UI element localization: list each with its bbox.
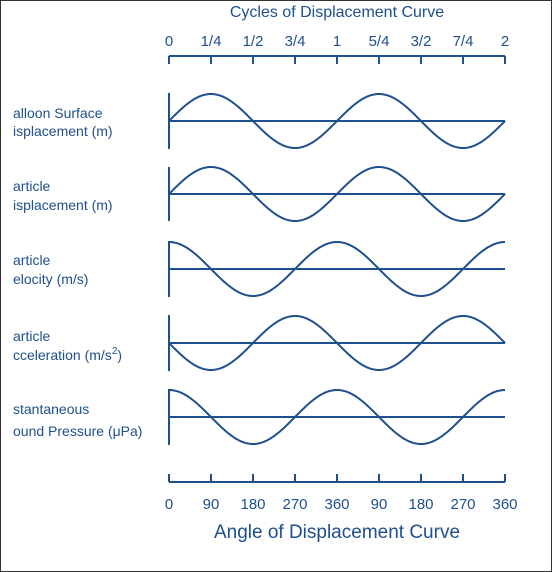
curve-row-instantaneous-sound-pressure: stantaneous ound Pressure (μPa)	[13, 388, 506, 446]
top-tick-label: 1	[333, 33, 341, 50]
bottom-tick-label: 90	[371, 496, 388, 513]
particle-displacement-wave	[168, 165, 506, 223]
top-axis-title: Cycles of Displacement Curve	[230, 4, 444, 21]
row-label-line2: ound Pressure (μPa)	[13, 423, 142, 439]
row-label-line2: isplacement (m)	[13, 123, 113, 139]
row-label-line1: article	[13, 178, 51, 194]
row-label-line2: cceleration (m/s2)	[13, 346, 122, 363]
top-axis-ticks	[168, 56, 506, 64]
top-tick-label: 1/4	[201, 33, 222, 50]
bottom-tick-label: 270	[450, 496, 475, 513]
top-tick-label: 2	[501, 33, 509, 50]
particle-velocity-wave	[168, 240, 506, 298]
row-label-text: cceleration (m/s	[13, 347, 112, 363]
row-label-line1: alloon Surface	[13, 105, 103, 121]
top-tick-label: 7/4	[453, 33, 474, 50]
bottom-axis: 0 90 180 270 360 90 180 270 360 Angle of…	[165, 474, 518, 543]
row-label-line2: isplacement (m)	[13, 197, 113, 213]
row-label-line2: elocity (m/s)	[13, 271, 88, 287]
row-label-line1: stantaneous	[13, 401, 89, 417]
row-label-line1: article	[13, 328, 51, 344]
row-label-superscript: 2	[112, 346, 118, 357]
bottom-axis-ticks	[168, 474, 506, 482]
top-tick-label: 3/2	[411, 33, 432, 50]
particle-acceleration-wave	[168, 314, 506, 372]
row-label-line1: article	[13, 252, 51, 268]
bottom-tick-label: 0	[165, 496, 173, 513]
row-label-suffix: )	[117, 347, 122, 363]
top-tick-label: 1/2	[243, 33, 264, 50]
top-axis-tick-labels: 0 1/4 1/2 3/4 1 5/4 3/2 7/4 2	[165, 33, 509, 50]
top-axis: 0 1/4 1/2 3/4 1 5/4 3/2 7/4 2	[165, 33, 509, 64]
top-tick-label: 5/4	[369, 33, 390, 50]
bottom-tick-label: 180	[408, 496, 433, 513]
bottom-tick-label: 90	[203, 496, 220, 513]
bottom-tick-label: 360	[324, 496, 349, 513]
top-tick-label: 3/4	[285, 33, 306, 50]
displacement-wave	[168, 92, 506, 150]
bottom-tick-label: 360	[492, 496, 517, 513]
curve-row-balloon-surface-displacement: alloon Surface isplacement (m)	[13, 92, 506, 150]
bottom-tick-label: 270	[282, 496, 307, 513]
curve-row-particle-acceleration: article cceleration (m/s2)	[13, 314, 506, 372]
top-tick-label: 0	[165, 33, 173, 50]
bottom-axis-tick-labels: 0 90 180 270 360 90 180 270 360	[165, 496, 518, 513]
curve-row-particle-displacement: article isplacement (m)	[13, 165, 506, 223]
curve-row-particle-velocity: article elocity (m/s)	[13, 240, 506, 298]
bottom-tick-label: 180	[240, 496, 265, 513]
sound-pressure-wave	[168, 388, 506, 446]
bottom-axis-title: Angle of Displacement Curve	[214, 522, 460, 543]
